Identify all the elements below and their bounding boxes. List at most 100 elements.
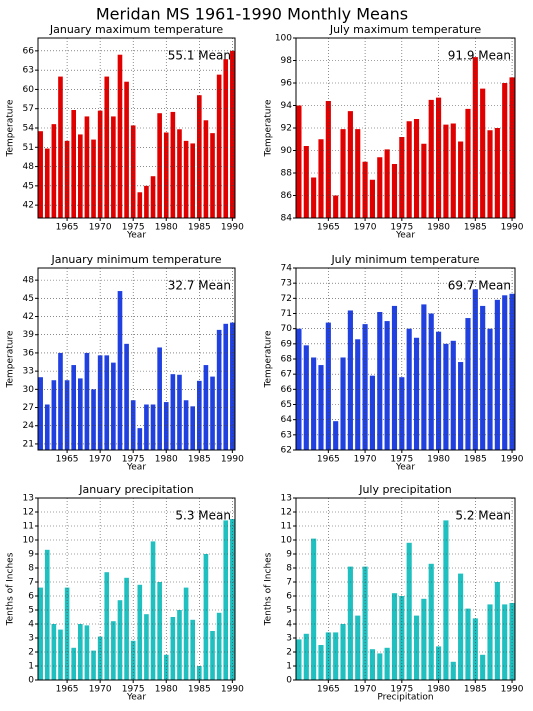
y-tick-label: 6 bbox=[28, 592, 34, 602]
y-tick-label: 63 bbox=[281, 430, 292, 440]
y-tick-label: 70 bbox=[281, 324, 293, 334]
x-tick-label: 1980 bbox=[427, 455, 450, 465]
plot bbox=[296, 520, 515, 680]
annotation: 5.3 Mean bbox=[175, 509, 231, 523]
bar bbox=[494, 582, 500, 680]
bar bbox=[458, 362, 464, 450]
bar bbox=[130, 125, 136, 218]
bar bbox=[104, 355, 110, 450]
x-tick-label: 1975 bbox=[390, 455, 413, 465]
y-tick-label: 84 bbox=[281, 214, 293, 224]
y-tick-label: 10 bbox=[281, 536, 293, 546]
bar bbox=[413, 615, 420, 680]
bar bbox=[71, 110, 77, 218]
bar bbox=[325, 322, 331, 450]
chart-title: July maximum temperature bbox=[329, 23, 482, 36]
bar bbox=[333, 421, 339, 450]
y-tick-label: 54 bbox=[23, 124, 35, 134]
annotation: 91.9 Mean bbox=[448, 49, 511, 63]
bar bbox=[413, 337, 420, 450]
bar bbox=[362, 161, 368, 218]
bar bbox=[435, 97, 442, 218]
bar bbox=[177, 374, 182, 450]
bar bbox=[347, 310, 353, 450]
bar bbox=[203, 365, 209, 450]
chart-title: July minimum temperature bbox=[330, 253, 479, 266]
bar bbox=[377, 311, 383, 450]
chart-title: January precipitation bbox=[78, 483, 194, 496]
bar bbox=[58, 629, 63, 680]
x-tick-label: 1975 bbox=[122, 685, 145, 695]
bar bbox=[216, 612, 222, 680]
y-tick-label: 5 bbox=[28, 606, 34, 616]
bar bbox=[465, 108, 471, 218]
bar bbox=[384, 321, 390, 450]
y-axis-label: Temperature bbox=[264, 99, 274, 157]
x-tick-label: 1965 bbox=[317, 455, 340, 465]
bar bbox=[494, 299, 500, 450]
bar bbox=[443, 343, 449, 450]
bar bbox=[347, 566, 353, 680]
y-tick-label: 64 bbox=[281, 415, 293, 425]
bar bbox=[104, 572, 110, 680]
y-tick-label: 67 bbox=[281, 370, 292, 380]
bar bbox=[203, 554, 209, 680]
bar bbox=[480, 305, 486, 450]
frame bbox=[37, 267, 236, 451]
x-tick-label: 1980 bbox=[155, 223, 178, 233]
frame bbox=[295, 267, 516, 451]
bar bbox=[296, 639, 302, 680]
bar bbox=[223, 323, 229, 450]
bar bbox=[377, 157, 383, 218]
bar bbox=[223, 520, 229, 680]
bar bbox=[137, 428, 143, 450]
page-title: Meridan MS 1961-1990 Monthly Means bbox=[96, 5, 408, 24]
y-tick-label: 2 bbox=[286, 648, 292, 658]
x-tick-label: 1985 bbox=[464, 685, 487, 695]
bar bbox=[340, 624, 346, 680]
y-tick-label: 60 bbox=[23, 85, 35, 95]
bar bbox=[150, 541, 156, 680]
y-tick-label: 65 bbox=[281, 400, 292, 410]
bar bbox=[391, 593, 398, 680]
bar bbox=[210, 631, 215, 680]
bar bbox=[318, 139, 324, 218]
y-tick-label: 5 bbox=[286, 606, 292, 616]
bar bbox=[230, 322, 235, 450]
y-axis-label: Temperature bbox=[6, 330, 16, 388]
x-tick-label: 1970 bbox=[354, 685, 377, 695]
bar bbox=[369, 179, 376, 218]
bar bbox=[443, 520, 449, 680]
bar bbox=[111, 362, 116, 450]
bar bbox=[303, 146, 309, 218]
bar bbox=[311, 177, 317, 218]
bar bbox=[137, 584, 143, 680]
bar bbox=[325, 632, 331, 680]
bar bbox=[509, 603, 515, 680]
bar bbox=[44, 404, 50, 450]
x-axis-label: Precipitation bbox=[377, 693, 433, 703]
bar bbox=[311, 538, 317, 680]
bar bbox=[117, 600, 123, 680]
bar bbox=[311, 357, 317, 450]
y-tick-label: 68 bbox=[281, 355, 293, 365]
x-tick-label: 1965 bbox=[317, 685, 340, 695]
x-tick-label: 1985 bbox=[188, 223, 211, 233]
bar bbox=[84, 352, 90, 450]
y-tick-label: 11 bbox=[281, 522, 292, 532]
bar bbox=[406, 328, 412, 450]
bar bbox=[84, 116, 90, 218]
annotation: 32.7 Mean bbox=[168, 279, 231, 293]
bar bbox=[203, 120, 209, 218]
bar bbox=[450, 661, 456, 680]
bar bbox=[458, 141, 464, 218]
bar bbox=[190, 619, 196, 680]
bar bbox=[144, 614, 149, 680]
bar bbox=[421, 143, 427, 218]
y-tick-label: 69 bbox=[281, 339, 293, 349]
y-tick-label: 21 bbox=[23, 439, 34, 449]
bar bbox=[333, 195, 339, 218]
bar bbox=[355, 339, 361, 450]
bar bbox=[502, 295, 508, 450]
bar bbox=[163, 654, 169, 680]
